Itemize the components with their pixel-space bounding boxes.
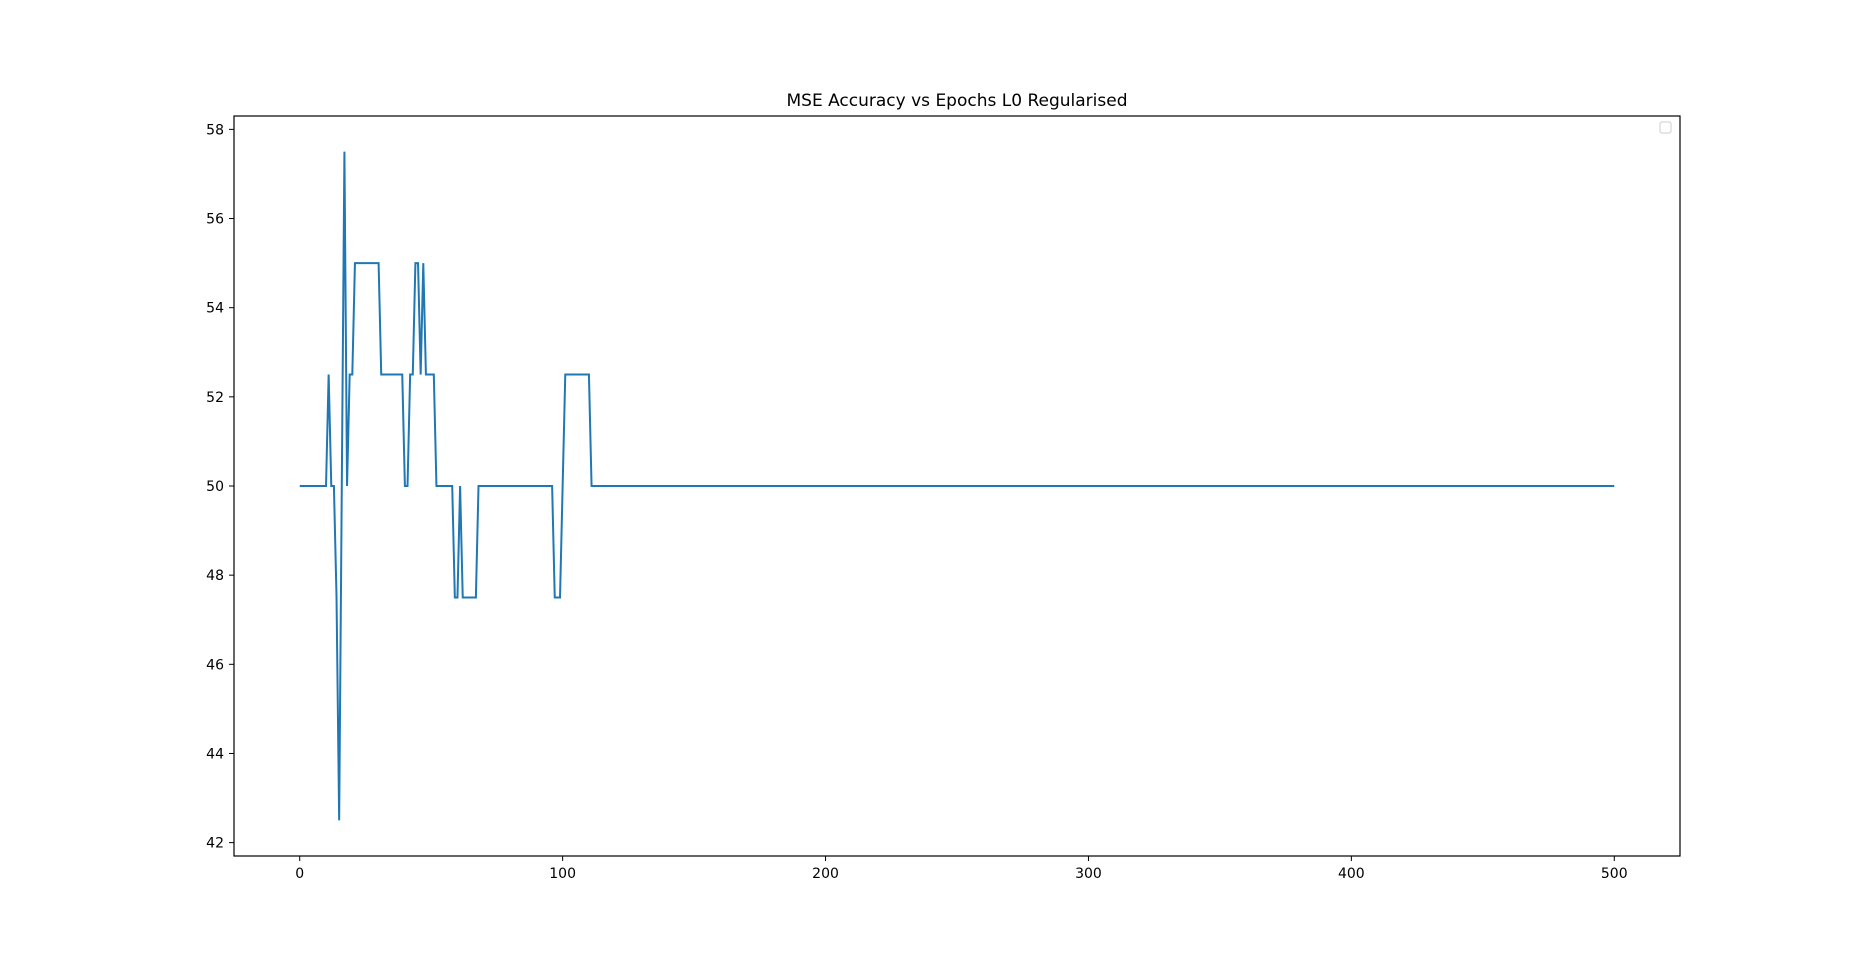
legend-box — [1659, 121, 1672, 134]
x-tick-label: 100 — [549, 866, 576, 882]
x-tick-label: 400 — [1338, 866, 1365, 882]
y-tick-label: 58 — [206, 122, 224, 138]
x-tick-label: 0 — [295, 866, 304, 882]
y-tick-label: 54 — [206, 301, 224, 317]
series-line — [299, 151, 1615, 821]
y-tick-label: 48 — [206, 568, 224, 584]
y-tick-label: 52 — [206, 390, 224, 406]
y-tick-label: 50 — [206, 479, 224, 495]
legend — [1659, 121, 1672, 134]
y-tick-label: 42 — [206, 836, 224, 852]
chart-title: MSE Accuracy vs Epochs L0 Regularised — [787, 91, 1128, 111]
x-tick-label: 300 — [1075, 866, 1102, 882]
y-axis-ticks: 42 44 46 48 50 52 54 56 58 — [206, 122, 234, 852]
series-layer — [299, 151, 1615, 821]
y-tick-label: 44 — [206, 746, 224, 762]
x-tick-label: 200 — [812, 866, 839, 882]
x-axis-ticks: 0 100 200 300 400 500 — [295, 856, 1628, 882]
y-tick-label: 46 — [206, 657, 224, 673]
y-tick-label: 56 — [206, 212, 224, 228]
x-tick-label: 500 — [1601, 866, 1628, 882]
